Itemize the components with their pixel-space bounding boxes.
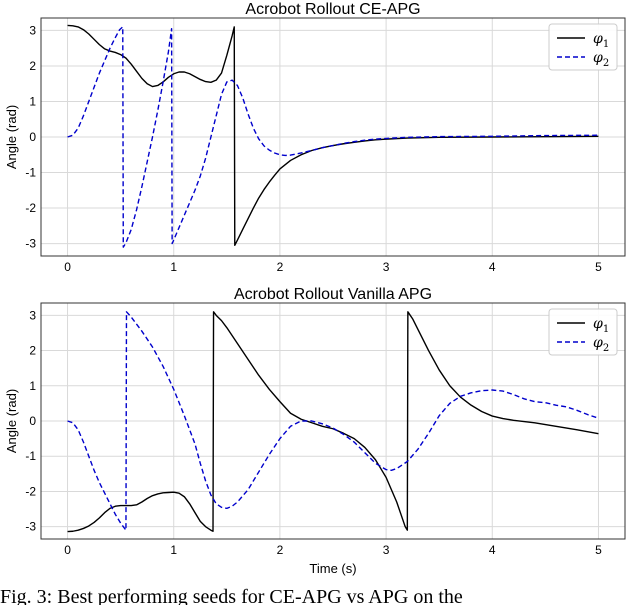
y-axis-label: Angle (rad) (4, 105, 19, 169)
legend-box (548, 23, 618, 71)
x-tick-label: 5 (595, 260, 602, 274)
plot-frame (40, 302, 626, 540)
x-tick-label: 1 (170, 543, 177, 557)
y-tick-label: 2 (29, 59, 36, 73)
y-tick-label: 1 (29, 379, 36, 393)
chart-title: Acrobot Rollout CE-APG (245, 1, 420, 18)
plot-frame (40, 17, 626, 257)
legend-label: φ2 (593, 50, 609, 69)
x-tick-label: 3 (383, 260, 390, 274)
y-tick-label: 1 (29, 94, 36, 108)
x-tick-label: 3 (383, 543, 390, 557)
x-tick-label: 0 (64, 260, 71, 274)
y-tick-label: 0 (29, 414, 36, 428)
legend-box (548, 308, 618, 356)
y-axis-label: Angle (rad) (4, 389, 19, 453)
y-tick-label: 3 (29, 23, 36, 37)
series-group (67, 24, 599, 248)
figure-caption: Fig. 3: Best performing seeds for CE-APG… (0, 586, 463, 605)
x-axis-label: Time (s) (309, 561, 356, 576)
series-line-1 (67, 311, 599, 533)
y-tick-label: -3 (25, 237, 36, 251)
legend-label: φ1 (593, 31, 609, 50)
y-tick-label: -2 (25, 484, 36, 498)
figure: 0 1 2 3 4 5 -3 -2 -1 0 1 2 3 Acrobot Rollout CE-APG An… (4, 1, 626, 576)
series-line-1 (67, 24, 599, 247)
x-tick-label: 2 (277, 260, 284, 274)
series-group (67, 311, 599, 533)
chart-panel-1: 0 1 2 3 4 5 -3 -2 -1 0 1 2 3 Acrobot Rollout CE-APG An… (4, 1, 626, 274)
x-tick-label: 4 (489, 260, 496, 274)
legend-label: φ2 (593, 335, 609, 354)
chart-title: Acrobot Rollout Vanilla APG (234, 286, 432, 303)
x-tick-label: 1 (170, 260, 177, 274)
y-tick-label: 2 (29, 344, 36, 358)
legend-label: φ1 (593, 316, 609, 335)
y-tick-label: -3 (25, 520, 36, 534)
x-tick-label: 5 (595, 543, 602, 557)
y-tick-label: 0 (29, 130, 36, 144)
x-tick-label: 2 (277, 543, 284, 557)
x-tick-label: 0 (64, 543, 71, 557)
series-line-2 (67, 26, 599, 248)
y-tick-label: -1 (25, 449, 36, 463)
series-line-2 (67, 311, 599, 531)
chart-panel-2: 0 1 2 3 4 5 -3 -2 -1 0 1 2 3 Acrobot Rollout Vanilla … (4, 286, 626, 576)
y-tick-label: -1 (25, 166, 36, 180)
y-tick-label: -2 (25, 201, 36, 215)
x-tick-label: 4 (489, 543, 496, 557)
y-tick-label: 3 (29, 308, 36, 322)
